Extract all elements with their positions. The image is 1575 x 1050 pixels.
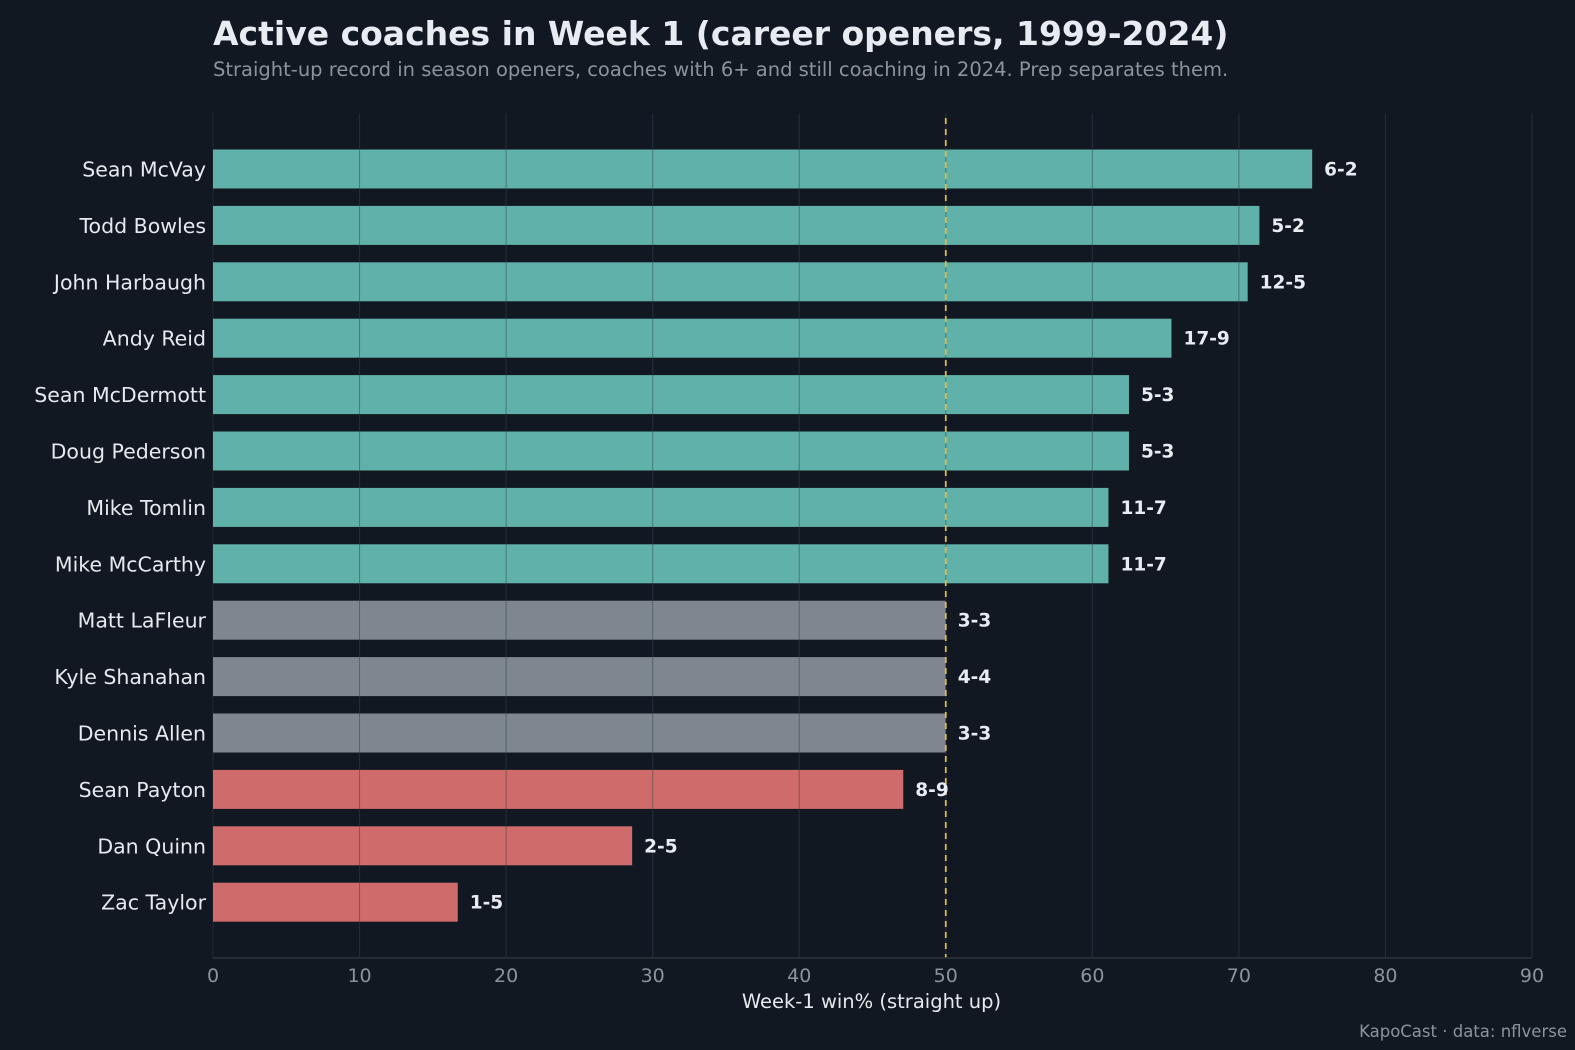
x-tick-label: 90 — [1520, 965, 1544, 987]
labels: Sean McVay 6-2 Todd Bowles 5-2 John Harbaugh… — [34, 158, 1357, 915]
bar — [213, 600, 946, 640]
value-label: 11-7 — [1120, 554, 1166, 575]
value-label: 5-3 — [1141, 442, 1174, 463]
category-label: Doug Pederson — [51, 440, 206, 464]
category-label: Andy Reid — [103, 327, 206, 351]
x-tick-label: 30 — [641, 965, 665, 987]
x-tick-label: 10 — [347, 965, 371, 987]
category-label: Todd Bowles — [79, 214, 206, 238]
bar — [213, 375, 1129, 415]
category-label: Zac Taylor — [101, 891, 206, 915]
category-label: Mike Tomlin — [86, 496, 206, 520]
chart-title: Active coaches in Week 1 (career openers… — [213, 14, 1229, 53]
chart-subtitle: Straight-up record in season openers, co… — [213, 58, 1229, 81]
bar — [213, 544, 1109, 584]
bar — [213, 431, 1129, 471]
category-label: Sean McVay — [82, 158, 206, 182]
bar — [213, 205, 1260, 245]
bar — [213, 149, 1313, 189]
x-tick-label: 20 — [494, 965, 518, 987]
category-label: Matt LaFleur — [78, 609, 207, 633]
x-tick-label: 60 — [1080, 965, 1104, 987]
value-label: 11-7 — [1120, 498, 1166, 519]
category-label: John Harbaugh — [52, 270, 206, 294]
category-label: Dennis Allen — [78, 722, 206, 746]
x-axis-label: Week-1 win% (straight up) — [742, 990, 1001, 1013]
category-label: Dan Quinn — [97, 834, 206, 858]
value-label: 6-2 — [1324, 160, 1357, 181]
bar — [213, 657, 946, 697]
x-tick-label: 40 — [787, 965, 811, 987]
value-label: 4-4 — [958, 667, 992, 688]
value-label: 17-9 — [1183, 329, 1229, 350]
x-tick-label: 0 — [207, 965, 219, 987]
bar — [213, 769, 904, 809]
value-label: 3-3 — [958, 611, 991, 632]
value-label: 12-5 — [1260, 272, 1306, 293]
x-tick-label: 50 — [934, 965, 958, 987]
x-axis-ticks: 0 10 20 30 40 50 60 70 80 90 — [207, 965, 1544, 987]
value-label: 3-3 — [958, 724, 991, 745]
bar — [213, 882, 458, 922]
bar — [213, 318, 1172, 358]
bar — [213, 487, 1109, 527]
value-label: 2-5 — [644, 836, 677, 857]
bar — [213, 826, 633, 866]
value-label: 1-5 — [470, 893, 503, 914]
x-tick-label: 70 — [1227, 965, 1251, 987]
category-label: Kyle Shanahan — [54, 665, 206, 689]
category-label: Mike McCarthy — [55, 552, 206, 576]
value-label: 5-2 — [1271, 216, 1304, 237]
value-label: 5-3 — [1141, 385, 1174, 406]
bars — [213, 149, 1313, 922]
value-label: 8-9 — [915, 780, 948, 801]
bar — [213, 262, 1248, 302]
bar — [213, 713, 946, 753]
category-label: Sean McDermott — [34, 383, 206, 407]
x-tick-label: 80 — [1373, 965, 1397, 987]
source-credit: KapoCast · data: nflverse — [1359, 1022, 1567, 1041]
category-label: Sean Payton — [79, 778, 206, 802]
